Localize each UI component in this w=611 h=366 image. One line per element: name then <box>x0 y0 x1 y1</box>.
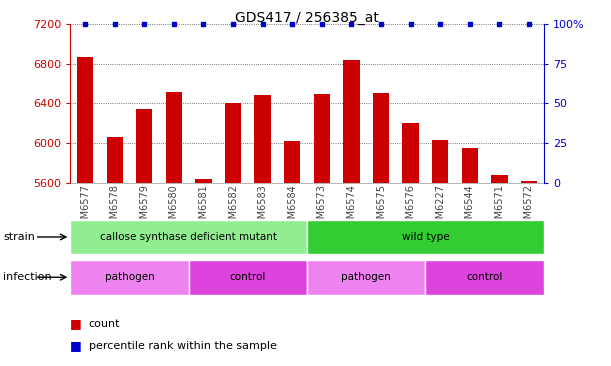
Text: pathogen: pathogen <box>104 272 155 282</box>
Bar <box>284 141 301 183</box>
Text: strain: strain <box>3 232 35 242</box>
Bar <box>136 109 152 183</box>
Bar <box>462 148 478 183</box>
Text: percentile rank within the sample: percentile rank within the sample <box>89 341 276 351</box>
Bar <box>70 260 189 295</box>
Text: ■: ■ <box>70 317 82 330</box>
Bar <box>70 220 307 254</box>
Bar <box>343 60 359 183</box>
Bar <box>196 179 211 183</box>
Text: control: control <box>466 272 503 282</box>
Bar <box>521 181 537 183</box>
Bar <box>166 93 182 183</box>
Text: wild type: wild type <box>401 232 449 242</box>
Bar <box>225 103 241 183</box>
Text: control: control <box>230 272 266 282</box>
Bar <box>403 123 419 183</box>
Bar <box>307 220 544 254</box>
Text: count: count <box>89 319 120 329</box>
Bar <box>77 57 93 183</box>
Text: GDS417 / 256385_at: GDS417 / 256385_at <box>235 11 379 25</box>
Bar <box>255 96 271 183</box>
Text: ■: ■ <box>70 339 82 352</box>
Bar <box>313 94 330 183</box>
Text: infection: infection <box>3 272 52 282</box>
Bar <box>106 137 123 183</box>
Bar <box>432 140 448 183</box>
Text: callose synthase deficient mutant: callose synthase deficient mutant <box>100 232 277 242</box>
Bar <box>491 175 508 183</box>
Bar <box>373 93 389 183</box>
Bar <box>307 260 425 295</box>
Bar <box>425 260 544 295</box>
Text: pathogen: pathogen <box>342 272 391 282</box>
Bar <box>189 260 307 295</box>
